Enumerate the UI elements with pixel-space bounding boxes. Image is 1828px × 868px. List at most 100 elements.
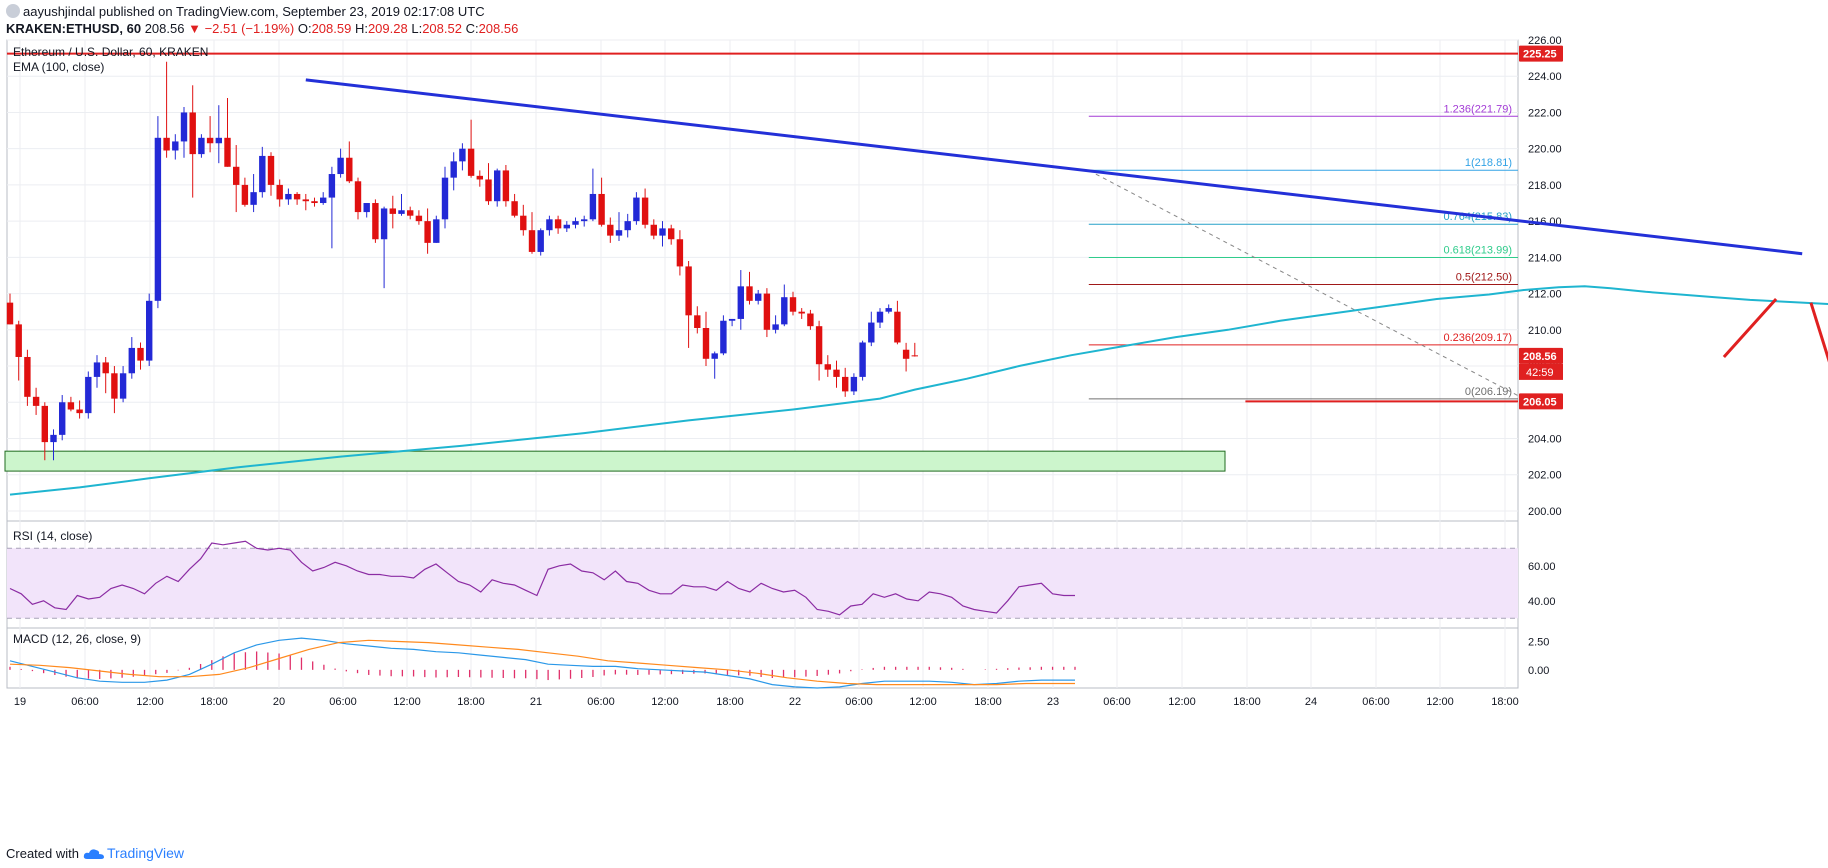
candle	[467, 119, 475, 178]
candle	[380, 206, 388, 289]
candle-body	[363, 203, 370, 213]
candle	[502, 164, 510, 207]
candle-body	[172, 141, 179, 151]
candle	[180, 107, 188, 158]
candle-body	[772, 324, 779, 330]
candle-body	[146, 300, 153, 361]
tradingview-brand[interactable]: TradingView	[106, 845, 185, 861]
candle	[76, 400, 83, 419]
candle-body	[41, 405, 48, 443]
candle-body	[441, 177, 449, 220]
candle	[415, 210, 423, 225]
y-tick-label: 200.00	[1528, 506, 1562, 518]
candle	[293, 192, 301, 205]
y-tick-label: 212.00	[1528, 289, 1562, 301]
created-with-text: Created with	[6, 846, 79, 861]
last-price-label-bg	[1519, 347, 1563, 364]
candle	[320, 192, 327, 205]
author-name[interactable]: aayushjindal	[23, 4, 96, 19]
x-tick-label: 18:00	[974, 696, 1002, 708]
projection-arrow	[1809, 302, 1828, 363]
candle-body	[102, 362, 109, 374]
projection-arrow	[1722, 298, 1778, 358]
candle	[876, 308, 884, 328]
candle-body	[302, 199, 309, 202]
candle	[668, 224, 675, 245]
candle-body	[641, 197, 649, 225]
candle	[728, 318, 736, 327]
candle-body	[6, 302, 14, 325]
x-tick-label: 18:00	[1233, 696, 1261, 708]
candle-body	[485, 179, 492, 202]
candle-body	[320, 197, 327, 204]
candle-body	[198, 137, 205, 155]
x-tick-label: 20	[273, 696, 285, 708]
candle	[41, 402, 48, 461]
x-tick-label: 12:00	[136, 696, 164, 708]
x-tick-label: 19	[14, 696, 26, 708]
candle-body	[607, 224, 614, 236]
candle-body	[180, 112, 188, 142]
candle	[59, 395, 66, 441]
candle	[285, 188, 292, 205]
countdown-bg	[1519, 363, 1563, 380]
fib-label-0.5: 0.5(212.50)	[1456, 272, 1512, 284]
y-tick-label: 204.00	[1528, 433, 1562, 445]
macd-signal-line	[9, 639, 1075, 686]
candle	[711, 351, 718, 379]
candle-body	[746, 286, 753, 301]
macd-line	[9, 637, 1075, 689]
candle-body	[502, 170, 510, 202]
candle-body	[650, 224, 657, 236]
candle-body	[572, 221, 579, 225]
quote-line: KRAKEN:ETHUSD, 60 208.56 ▼ −2.51 (−1.19%…	[6, 21, 518, 36]
candle	[337, 148, 344, 178]
candle-body	[885, 308, 892, 312]
x-tick-label: 06:00	[71, 696, 99, 708]
candle-body	[354, 181, 362, 213]
support-zone	[4, 450, 1226, 472]
candle-body	[763, 293, 771, 330]
chart-title: Ethereum / U.S. Dollar, 60, KRAKEN	[13, 45, 208, 59]
candle-body	[833, 369, 840, 377]
candle	[563, 221, 570, 232]
x-tick-label: 18:00	[200, 696, 228, 708]
x-tick-label: 18:00	[457, 696, 485, 708]
price-change: ▼ −2.51 (−1.19%)	[188, 21, 295, 36]
candle-body	[824, 364, 831, 370]
candle-body	[389, 208, 396, 214]
candle-body	[415, 215, 423, 222]
candle-body	[563, 224, 570, 229]
x-tick-label: 23	[1047, 696, 1059, 708]
candle-body	[581, 219, 588, 222]
candle-body	[450, 161, 457, 178]
candle	[154, 116, 162, 309]
tradingview-cloud-icon	[83, 849, 104, 859]
candle-body	[85, 376, 92, 414]
candle	[581, 215, 588, 227]
candle	[720, 315, 727, 356]
symbol-label: KRAKEN:ETHUSD, 60	[6, 21, 142, 36]
candle	[24, 349, 31, 406]
fib-dashed-line	[1088, 169, 1525, 400]
candle-body	[67, 402, 75, 410]
candle-body	[259, 155, 266, 193]
candle	[407, 206, 414, 220]
candle	[685, 260, 692, 348]
candle-body	[520, 215, 527, 231]
countdown-label: 42:59	[1526, 367, 1554, 379]
y-tick-label: 218.00	[1528, 180, 1562, 192]
candle-body	[215, 137, 222, 144]
candle-body	[894, 311, 901, 343]
candle-body	[711, 353, 718, 359]
candle-body	[528, 230, 536, 252]
candle	[398, 193, 405, 216]
y-tick-label: 202.00	[1528, 470, 1562, 482]
macd-tick-label: 2.50	[1528, 636, 1549, 648]
candle	[589, 168, 597, 222]
candle	[111, 366, 118, 414]
x-tick-label: 12:00	[393, 696, 421, 708]
fib-label-1: 1(218.81)	[1465, 157, 1512, 169]
candle	[772, 315, 779, 334]
